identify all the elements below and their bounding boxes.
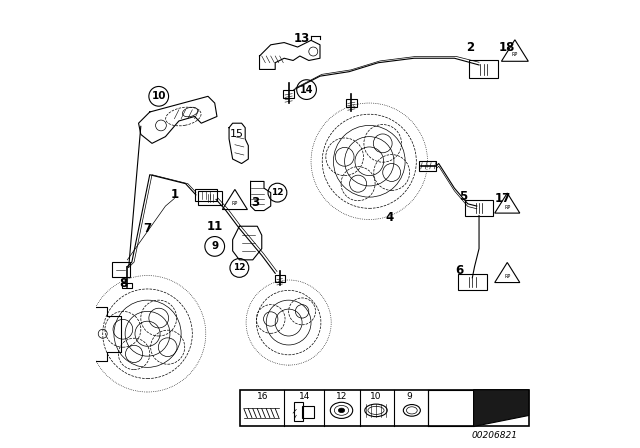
Polygon shape — [474, 390, 529, 426]
Text: 12: 12 — [233, 263, 246, 272]
Text: 6: 6 — [455, 264, 463, 277]
Ellipse shape — [339, 408, 345, 413]
Text: 10: 10 — [152, 91, 166, 101]
Text: RP: RP — [232, 201, 238, 206]
Text: RP: RP — [504, 274, 510, 279]
Text: 00206821: 00206821 — [471, 431, 517, 440]
Text: 7: 7 — [143, 222, 152, 235]
Text: 5: 5 — [460, 190, 467, 203]
Text: 14: 14 — [299, 392, 310, 401]
Text: 11: 11 — [207, 220, 223, 233]
Text: RP: RP — [512, 52, 518, 57]
Text: 14: 14 — [300, 85, 314, 95]
Text: 12: 12 — [336, 392, 347, 401]
Text: 18: 18 — [499, 40, 515, 54]
Text: 8: 8 — [119, 276, 127, 290]
Text: 17: 17 — [494, 191, 511, 205]
Text: 2: 2 — [466, 40, 474, 54]
Text: RP: RP — [504, 205, 510, 210]
Text: 4: 4 — [385, 211, 394, 224]
Text: 13: 13 — [294, 31, 310, 45]
Text: 15: 15 — [230, 129, 244, 139]
Text: 16: 16 — [257, 392, 268, 401]
Text: 12: 12 — [271, 188, 284, 197]
Text: 10: 10 — [371, 392, 381, 401]
Text: 3: 3 — [251, 196, 259, 209]
Text: 1: 1 — [170, 188, 179, 202]
Text: 9: 9 — [211, 241, 218, 251]
Text: 9: 9 — [407, 392, 412, 401]
